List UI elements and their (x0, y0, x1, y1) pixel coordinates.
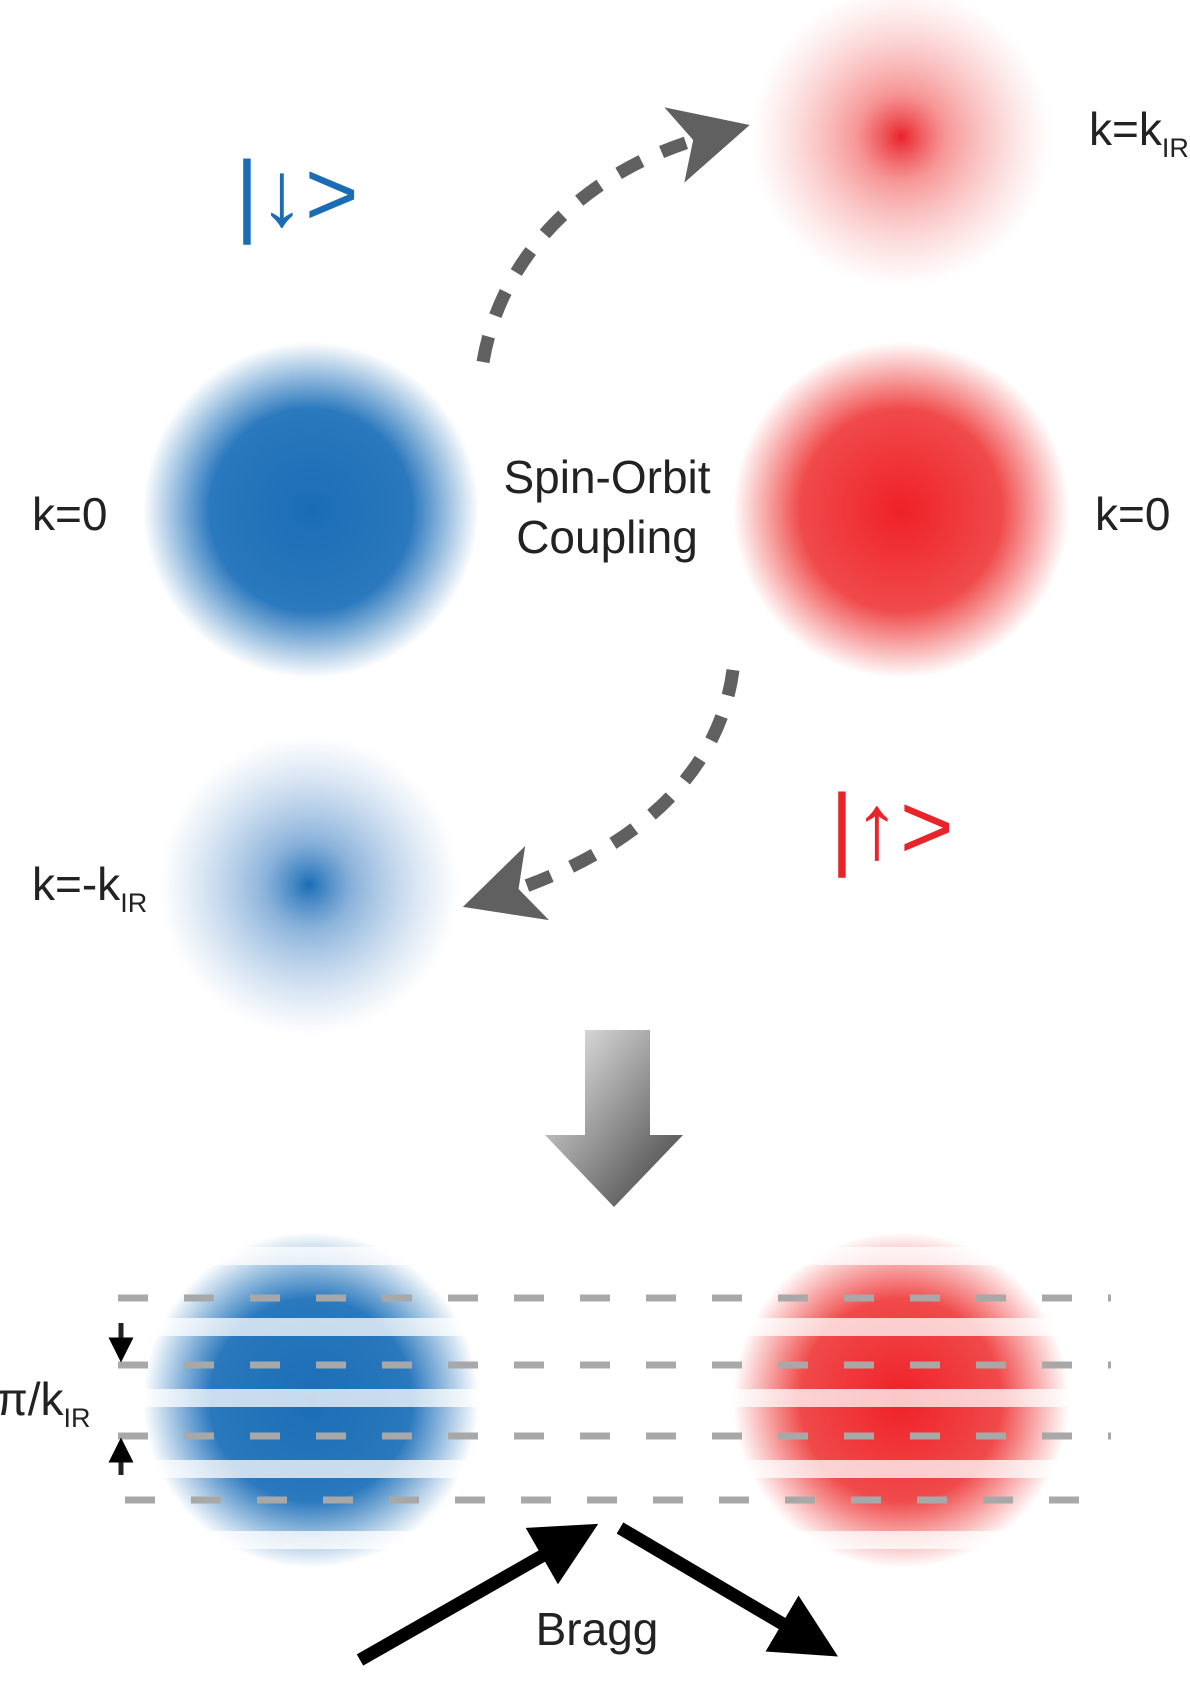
bragg-beam (356, 1523, 599, 1666)
momentum-label: k=0 (32, 488, 107, 540)
cloud (143, 342, 479, 678)
momentum-label: k=kIR (1089, 103, 1189, 163)
spin-down-ket: |↓> (235, 143, 359, 245)
fringes (143, 1232, 479, 1568)
coupling-arrow (476, 107, 750, 364)
cloud (751, 0, 1051, 287)
fringes (733, 1232, 1069, 1568)
spin-up-ket: |↑> (830, 776, 954, 878)
cloud (733, 342, 1069, 678)
bragg-beam (616, 1522, 838, 1657)
center-label: Coupling (516, 511, 698, 563)
cloud (159, 735, 459, 1035)
center-label: Spin-Orbit (503, 451, 710, 503)
coupling-arrow (462, 669, 740, 921)
process-arrow (545, 1030, 683, 1207)
momentum-label: k=0 (1095, 488, 1170, 540)
momentum-label: k=-kIR (32, 858, 147, 918)
spacing-label: π/kIR (0, 1373, 91, 1433)
fringe-lines (118, 1294, 1111, 1504)
bragg-label: Bragg (536, 1603, 659, 1655)
